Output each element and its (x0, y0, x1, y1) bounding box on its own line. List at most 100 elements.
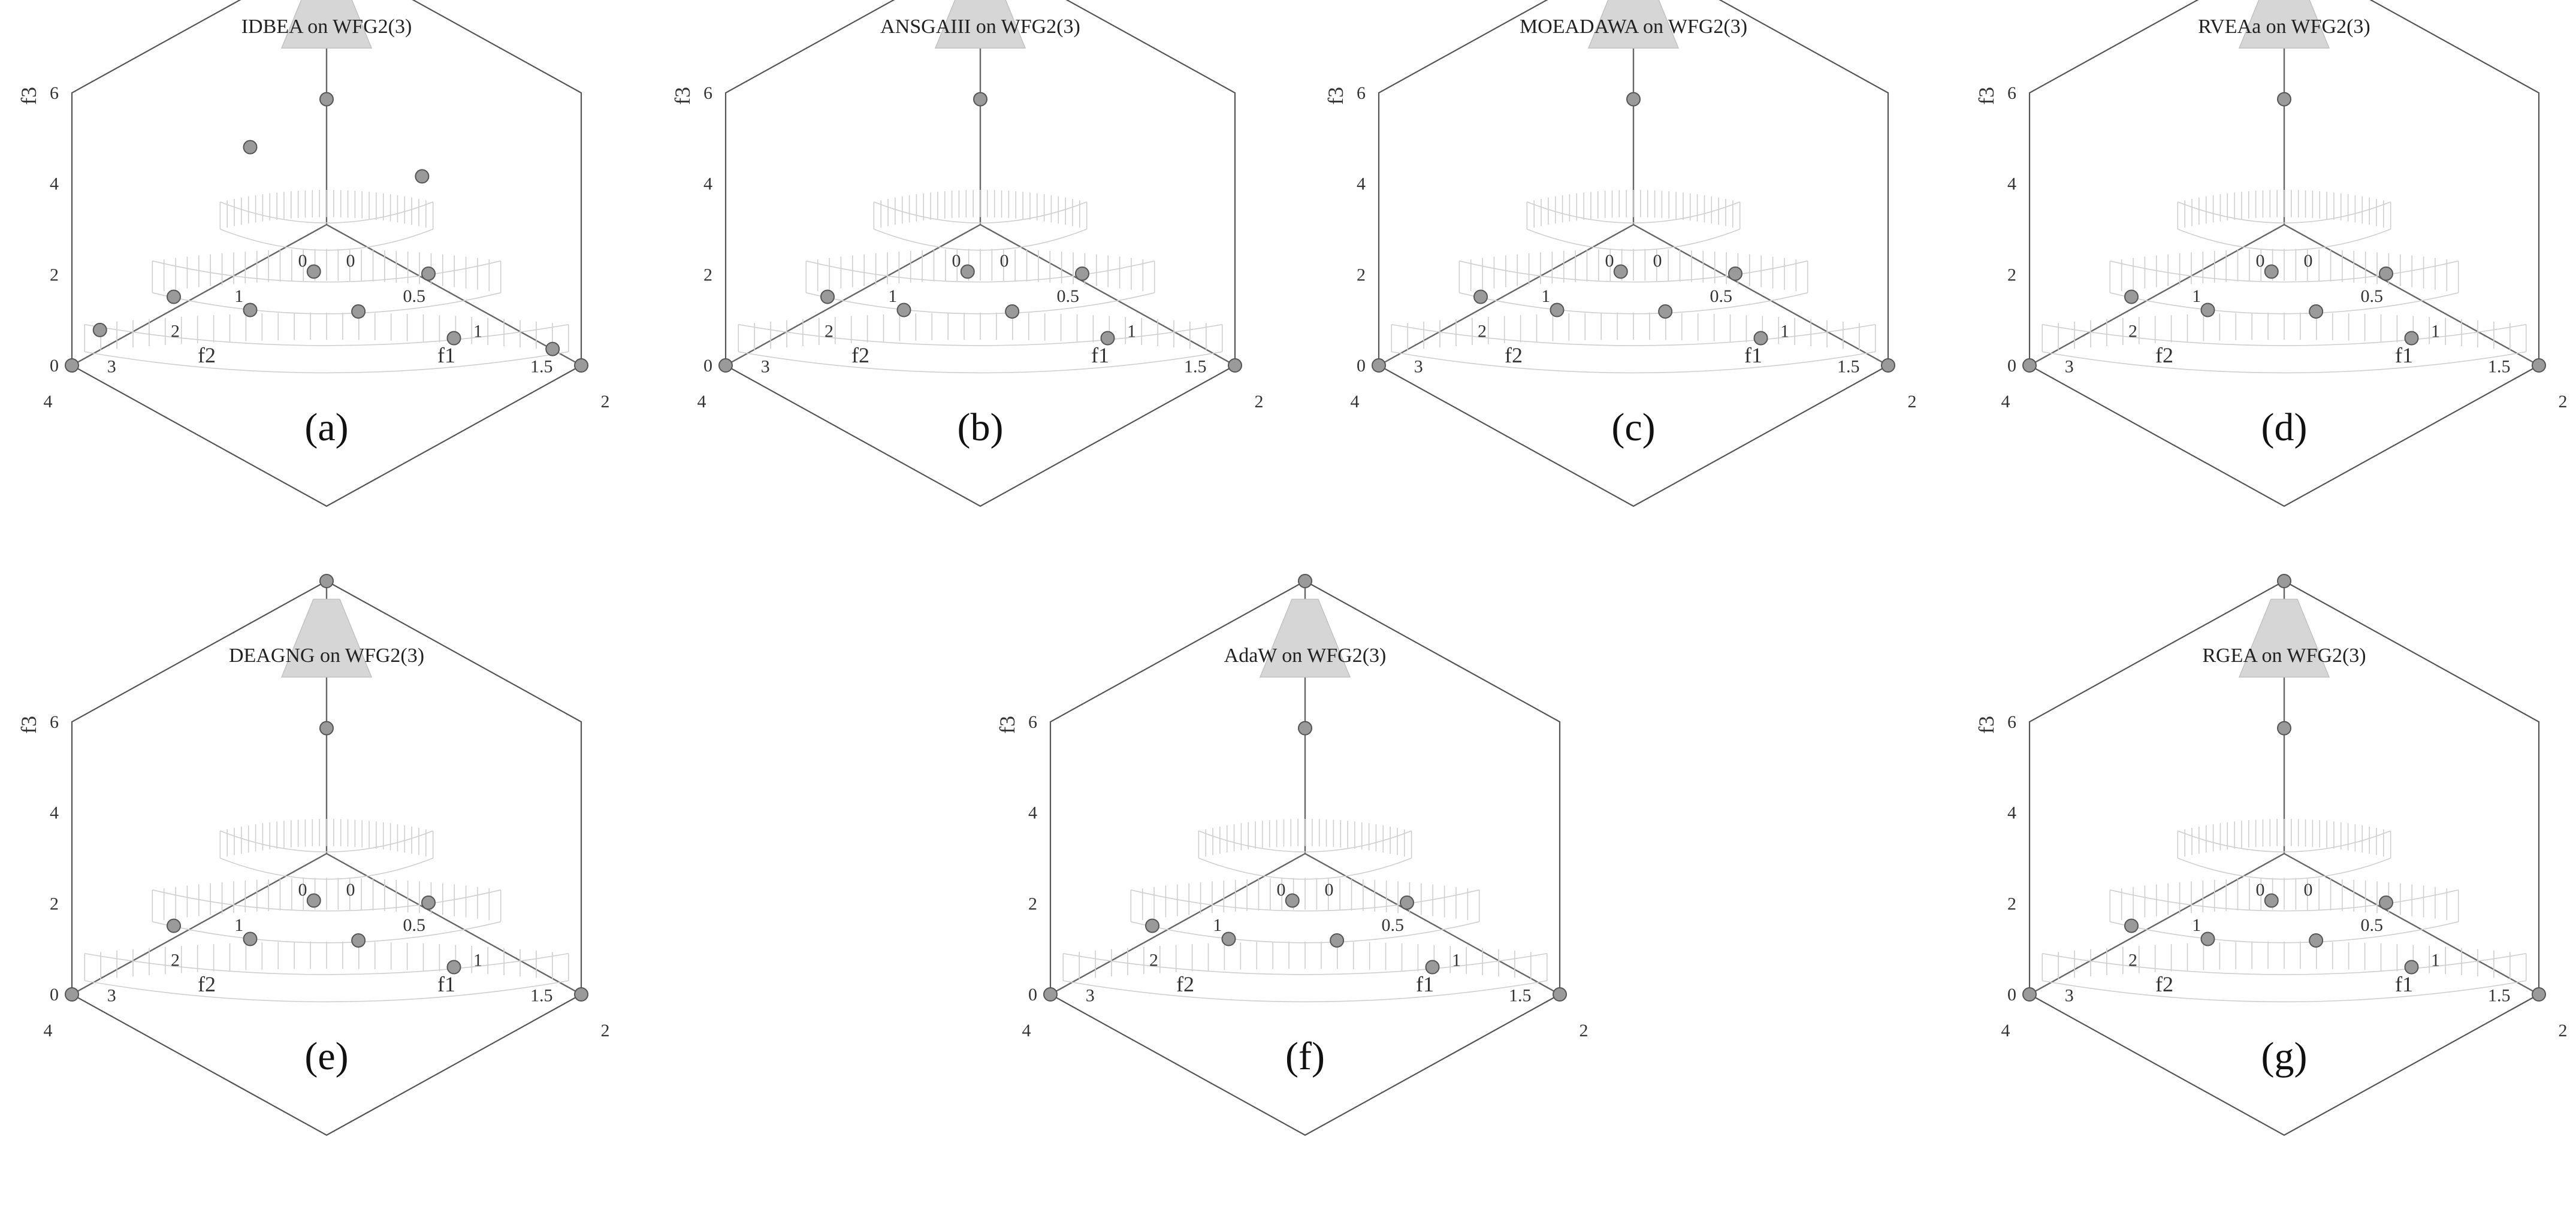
y-tick-label: 1 (234, 915, 243, 935)
data-point (2264, 893, 2279, 908)
y-tick-label: 2 (1478, 322, 1487, 341)
y-tick-label: 2 (1149, 951, 1158, 970)
y-tick-label: 1 (234, 286, 243, 306)
x-tick-label: 0 (346, 251, 355, 271)
x-tick-label: 1.5 (1509, 985, 1532, 1005)
y-tick-label: 0 (952, 251, 961, 271)
y-tick-label: 0 (298, 251, 307, 271)
data-point (1145, 918, 1159, 933)
y-tick-label: 3 (2065, 356, 2074, 376)
panel-title: MOEADAWA on WFG2(3) (1520, 16, 1747, 38)
data-point (1285, 893, 1300, 908)
x-tick-label: 2 (2559, 392, 2568, 412)
panel-caption: (g) (2261, 1035, 2308, 1078)
y-tick-label: 4 (1351, 392, 1360, 412)
data-point (65, 358, 79, 373)
y-axis-label: f2 (1176, 972, 1194, 996)
data-point (2404, 960, 2419, 975)
axes-floor-edge (71, 994, 582, 1136)
x-tick-label: 0.5 (1710, 286, 1733, 306)
panel-c: MOEADAWA on WFG2(3) 0 2 4 6 0 1 2 3 4 0 0.5 1 1.5 2 f3 f… (1324, 0, 1917, 507)
pareto-front-mesh-band (152, 260, 501, 314)
data-point (718, 358, 733, 373)
data-point (65, 987, 79, 1002)
pareto-front-mesh-band (2110, 260, 2459, 314)
y-tick-label: 4 (44, 392, 53, 412)
pareto-front-mesh-band (738, 323, 1222, 374)
pareto-front-cap (1587, 0, 1680, 49)
axes-box (2028, 0, 2540, 365)
y-tick-label: 1 (2192, 286, 2201, 306)
z-tick-label: 2 (1028, 894, 1037, 914)
data-point (1550, 303, 1565, 317)
data-point (2309, 304, 2324, 319)
z-axis-label: f3 (995, 716, 1019, 734)
axes-floor-edge (2029, 994, 2539, 1136)
data-point (415, 169, 430, 184)
axes-floor-edge (71, 365, 582, 507)
pareto-front-cap (2238, 598, 2330, 678)
x-tick-label: 1 (473, 951, 482, 970)
z-tick-label: 2 (703, 265, 712, 285)
data-point (92, 322, 107, 337)
data-point (1881, 358, 1895, 373)
x-tick-label: 2 (2559, 1021, 2568, 1040)
z-tick-label: 0 (50, 356, 59, 376)
x-tick-label: 2 (1908, 392, 1917, 412)
y-tick-label: 0 (1605, 251, 1614, 271)
z-tick-label: 4 (50, 803, 59, 823)
y-axis-label: f2 (2155, 343, 2173, 367)
x-tick-label: 1 (2431, 951, 2440, 970)
data-point (960, 264, 975, 279)
panel-caption: (d) (2261, 406, 2308, 449)
data-point (1553, 987, 1567, 1002)
y-tick-label: 1 (1213, 915, 1222, 935)
axes-box (71, 0, 582, 365)
data-point (167, 918, 181, 933)
y-tick-label: 4 (2001, 392, 2010, 412)
panel-caption: (f) (1285, 1035, 1325, 1078)
data-point (1626, 92, 1641, 107)
pareto-front-mesh-band (806, 260, 1155, 314)
data-point (545, 341, 560, 356)
z-tick-label: 0 (50, 985, 59, 1005)
data-point (2022, 358, 2037, 373)
y-tick-label: 4 (2001, 1021, 2010, 1040)
x-tick-label: 0.5 (403, 915, 426, 935)
y-tick-label: 0 (298, 880, 307, 900)
z-tick-label: 6 (2007, 712, 2016, 732)
data-point (2277, 92, 2291, 107)
pareto-front-mesh-band (84, 323, 569, 374)
x-tick-label: 0.5 (1382, 915, 1405, 935)
axis-lines (1378, 0, 1889, 367)
x-tick-label: 0 (2304, 251, 2313, 271)
z-tick-label: 4 (2007, 803, 2016, 823)
z-tick-label: 6 (2007, 83, 2016, 103)
panel-title: IDBEA on WFG2(3) (241, 16, 412, 38)
z-tick-label: 2 (2007, 894, 2016, 914)
y-tick-label: 0 (2256, 880, 2265, 900)
x-tick-label: 0 (1325, 880, 1334, 900)
panel-title: AdaW on WFG2(3) (1224, 645, 1387, 667)
x-tick-label: 2 (601, 1021, 610, 1040)
y-axis-label: f2 (851, 343, 869, 367)
panel-f: AdaW on WFG2(3) 0 2 4 6 0 1 2 3 4 0 0.5 1 1.5 2 f3 f2 f1 (… (995, 574, 1589, 1136)
x-axis-label: f1 (1744, 343, 1762, 367)
y-axis-label: f2 (2155, 972, 2173, 996)
x-axis-label: f1 (437, 343, 455, 367)
z-tick-label: 6 (50, 712, 59, 732)
x-tick-label: 1 (2431, 322, 2440, 341)
data-point (319, 574, 334, 588)
pareto-front-mesh-band (2042, 323, 2526, 374)
pareto-front-cap (1259, 598, 1351, 678)
pareto-front-cap (280, 598, 373, 678)
y-tick-label: 1 (888, 286, 897, 306)
axes-floor-edge (1050, 994, 1560, 1136)
data-point (446, 960, 461, 975)
data-point (1221, 931, 1236, 946)
y-axis-label: f2 (1505, 343, 1523, 367)
y-tick-label: 3 (1086, 985, 1095, 1005)
pareto-front-mesh-band (2042, 952, 2526, 1003)
x-axis-label: f1 (437, 972, 455, 996)
x-tick-label: 1.5 (1837, 356, 1860, 376)
